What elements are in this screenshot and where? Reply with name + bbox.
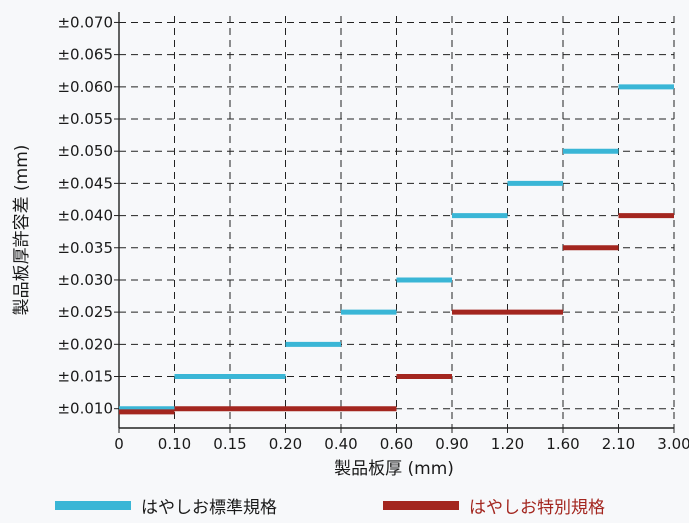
y-tick-label: ±0.035 [57, 239, 113, 257]
y-tick-label: ±0.010 [57, 400, 113, 418]
axes [114, 12, 675, 433]
y-tick-label: ±0.030 [57, 271, 113, 289]
y-axis-title: 製品板厚許容差 (mm) [12, 145, 32, 316]
x-tick-label: 2.10 [602, 435, 635, 453]
legend-swatch-special [383, 501, 459, 510]
tick-labels: ±0.010 ±0.015 ±0.020 ±0.025 ±0.030 ±0.035 ±0.0… [57, 13, 689, 453]
y-tick-label: ±0.025 [57, 303, 113, 321]
y-tick-label: ±0.065 [57, 46, 113, 64]
legend-label-special: はやしお特別規格 [469, 498, 605, 518]
x-tick-label: 0.20 [269, 435, 302, 453]
y-tick-label: ±0.060 [57, 78, 113, 96]
y-tick-label: ±0.070 [57, 13, 113, 31]
y-tick-label: ±0.045 [57, 174, 113, 192]
x-tick-label: 0.10 [158, 435, 191, 453]
x-tick-label: 0 [114, 435, 124, 453]
series [119, 84, 674, 415]
y-tick-label: ±0.055 [57, 110, 113, 128]
x-tick-label: 3.00 [657, 435, 689, 453]
x-tick-label: 1.20 [491, 435, 524, 453]
series-1 [119, 213, 674, 415]
y-tick-label: ±0.015 [57, 368, 113, 386]
x-tick-label: 0.60 [380, 435, 413, 453]
x-axis-title: 製品板厚 (mm) [334, 459, 454, 479]
legend-item-standard: はやしお標準規格 [55, 493, 277, 518]
series-0 [119, 84, 674, 412]
legend: はやしお標準規格 はやしお特別規格 [0, 493, 689, 519]
x-tick-label: 0.15 [213, 435, 246, 453]
legend-item-special: はやしお特別規格 [383, 493, 605, 518]
legend-swatch-standard [55, 501, 131, 510]
x-tick-label: 0.40 [324, 435, 357, 453]
grid [119, 16, 675, 428]
y-tick-label: ±0.040 [57, 207, 113, 225]
legend-label-standard: はやしお標準規格 [141, 498, 277, 518]
x-tick-label: 0.90 [435, 435, 468, 453]
x-tick-label: 1.60 [546, 435, 579, 453]
y-tick-label: ±0.020 [57, 335, 113, 353]
y-tick-label: ±0.050 [57, 142, 113, 160]
